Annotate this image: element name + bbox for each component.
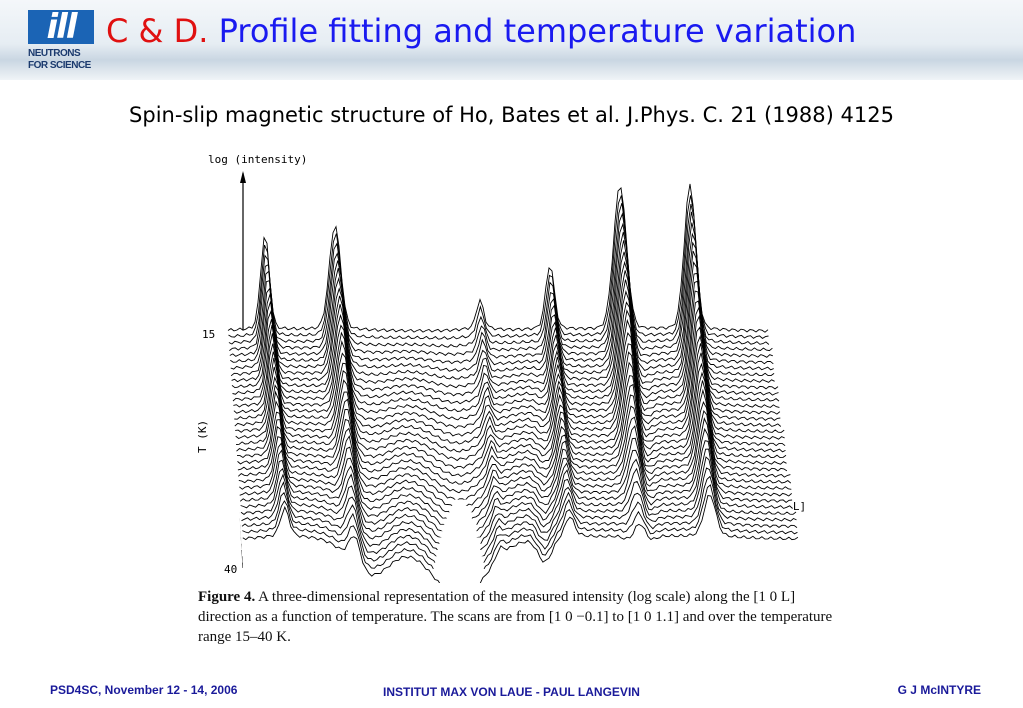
subtitle: Spin-slip magnetic structure of Ho, Bate… xyxy=(129,103,894,127)
scan-curve xyxy=(231,260,775,397)
title-prefix: C & D. xyxy=(106,12,209,50)
scan-curve xyxy=(230,250,775,389)
curve-fill xyxy=(237,373,788,493)
curve-fill xyxy=(237,380,789,501)
scan-curve xyxy=(232,279,779,412)
scan-curve xyxy=(239,440,793,550)
t-bottom: 40 xyxy=(224,563,237,576)
scan-curve xyxy=(236,371,787,494)
y-label: log (intensity) xyxy=(208,153,307,166)
scan-curve xyxy=(242,484,798,583)
footer-left: PSD4SC, November 12 - 14, 2006 xyxy=(50,683,238,697)
title: C & D. Profile fitting and temperature v… xyxy=(106,12,856,50)
scan-curve xyxy=(229,222,773,365)
footer-center: INSTITUT MAX VON LAUE - PAUL LANGEVIN xyxy=(383,685,640,699)
scan-curve xyxy=(241,475,798,582)
caption-lead: Figure 4. xyxy=(198,589,256,605)
scan-curve xyxy=(235,335,785,462)
caption-text: A three-dimensional representation of th… xyxy=(198,589,833,645)
curve-fill xyxy=(242,495,800,583)
logo: ill xyxy=(28,10,94,44)
scan-curve xyxy=(234,314,781,445)
scan-curve xyxy=(231,270,779,405)
scan-curve xyxy=(227,183,769,333)
scan-curve xyxy=(230,231,774,372)
scan-curve xyxy=(229,211,773,357)
waterfall-plot: log (intensity) 15 T (K) 40 [10L] xyxy=(196,153,806,583)
scan-curve xyxy=(240,448,793,558)
scan-curve xyxy=(228,195,769,340)
scan-curve xyxy=(242,494,799,583)
scan-curve xyxy=(230,240,774,380)
header: ill NEUTRONS FOR SCIENCE C & D. Profile … xyxy=(0,0,1023,80)
scan-curve xyxy=(239,417,792,534)
footer-right: G J McINTYRE xyxy=(897,683,981,697)
scan-curve xyxy=(228,202,770,348)
t-label: T (K) xyxy=(196,420,209,453)
logo-tagline: NEUTRONS FOR SCIENCE xyxy=(28,48,91,71)
scan-curve xyxy=(235,343,785,469)
scan-curve xyxy=(234,326,782,453)
scan-curve xyxy=(237,401,791,518)
scan-curve xyxy=(236,352,786,478)
scan-curve xyxy=(233,300,780,429)
scan-curve xyxy=(238,410,792,526)
figure: log (intensity) 15 T (K) 40 [10L] Figure… xyxy=(170,143,865,665)
arrow xyxy=(240,171,246,183)
curves xyxy=(227,183,800,583)
scan-curve xyxy=(240,456,797,567)
scan-curve xyxy=(237,388,788,510)
t-top: 15 xyxy=(202,328,215,341)
title-text: Profile fitting and temperature variatio… xyxy=(218,12,857,50)
scan-curve xyxy=(233,305,781,437)
scan-curve xyxy=(237,380,787,502)
curve-fill xyxy=(228,183,770,361)
scan-curve xyxy=(236,362,786,485)
scan-curve xyxy=(241,467,797,575)
caption: Figure 4. A three-dimensional representa… xyxy=(198,587,848,647)
scan-curve xyxy=(232,289,780,421)
scan-curve xyxy=(239,427,792,542)
